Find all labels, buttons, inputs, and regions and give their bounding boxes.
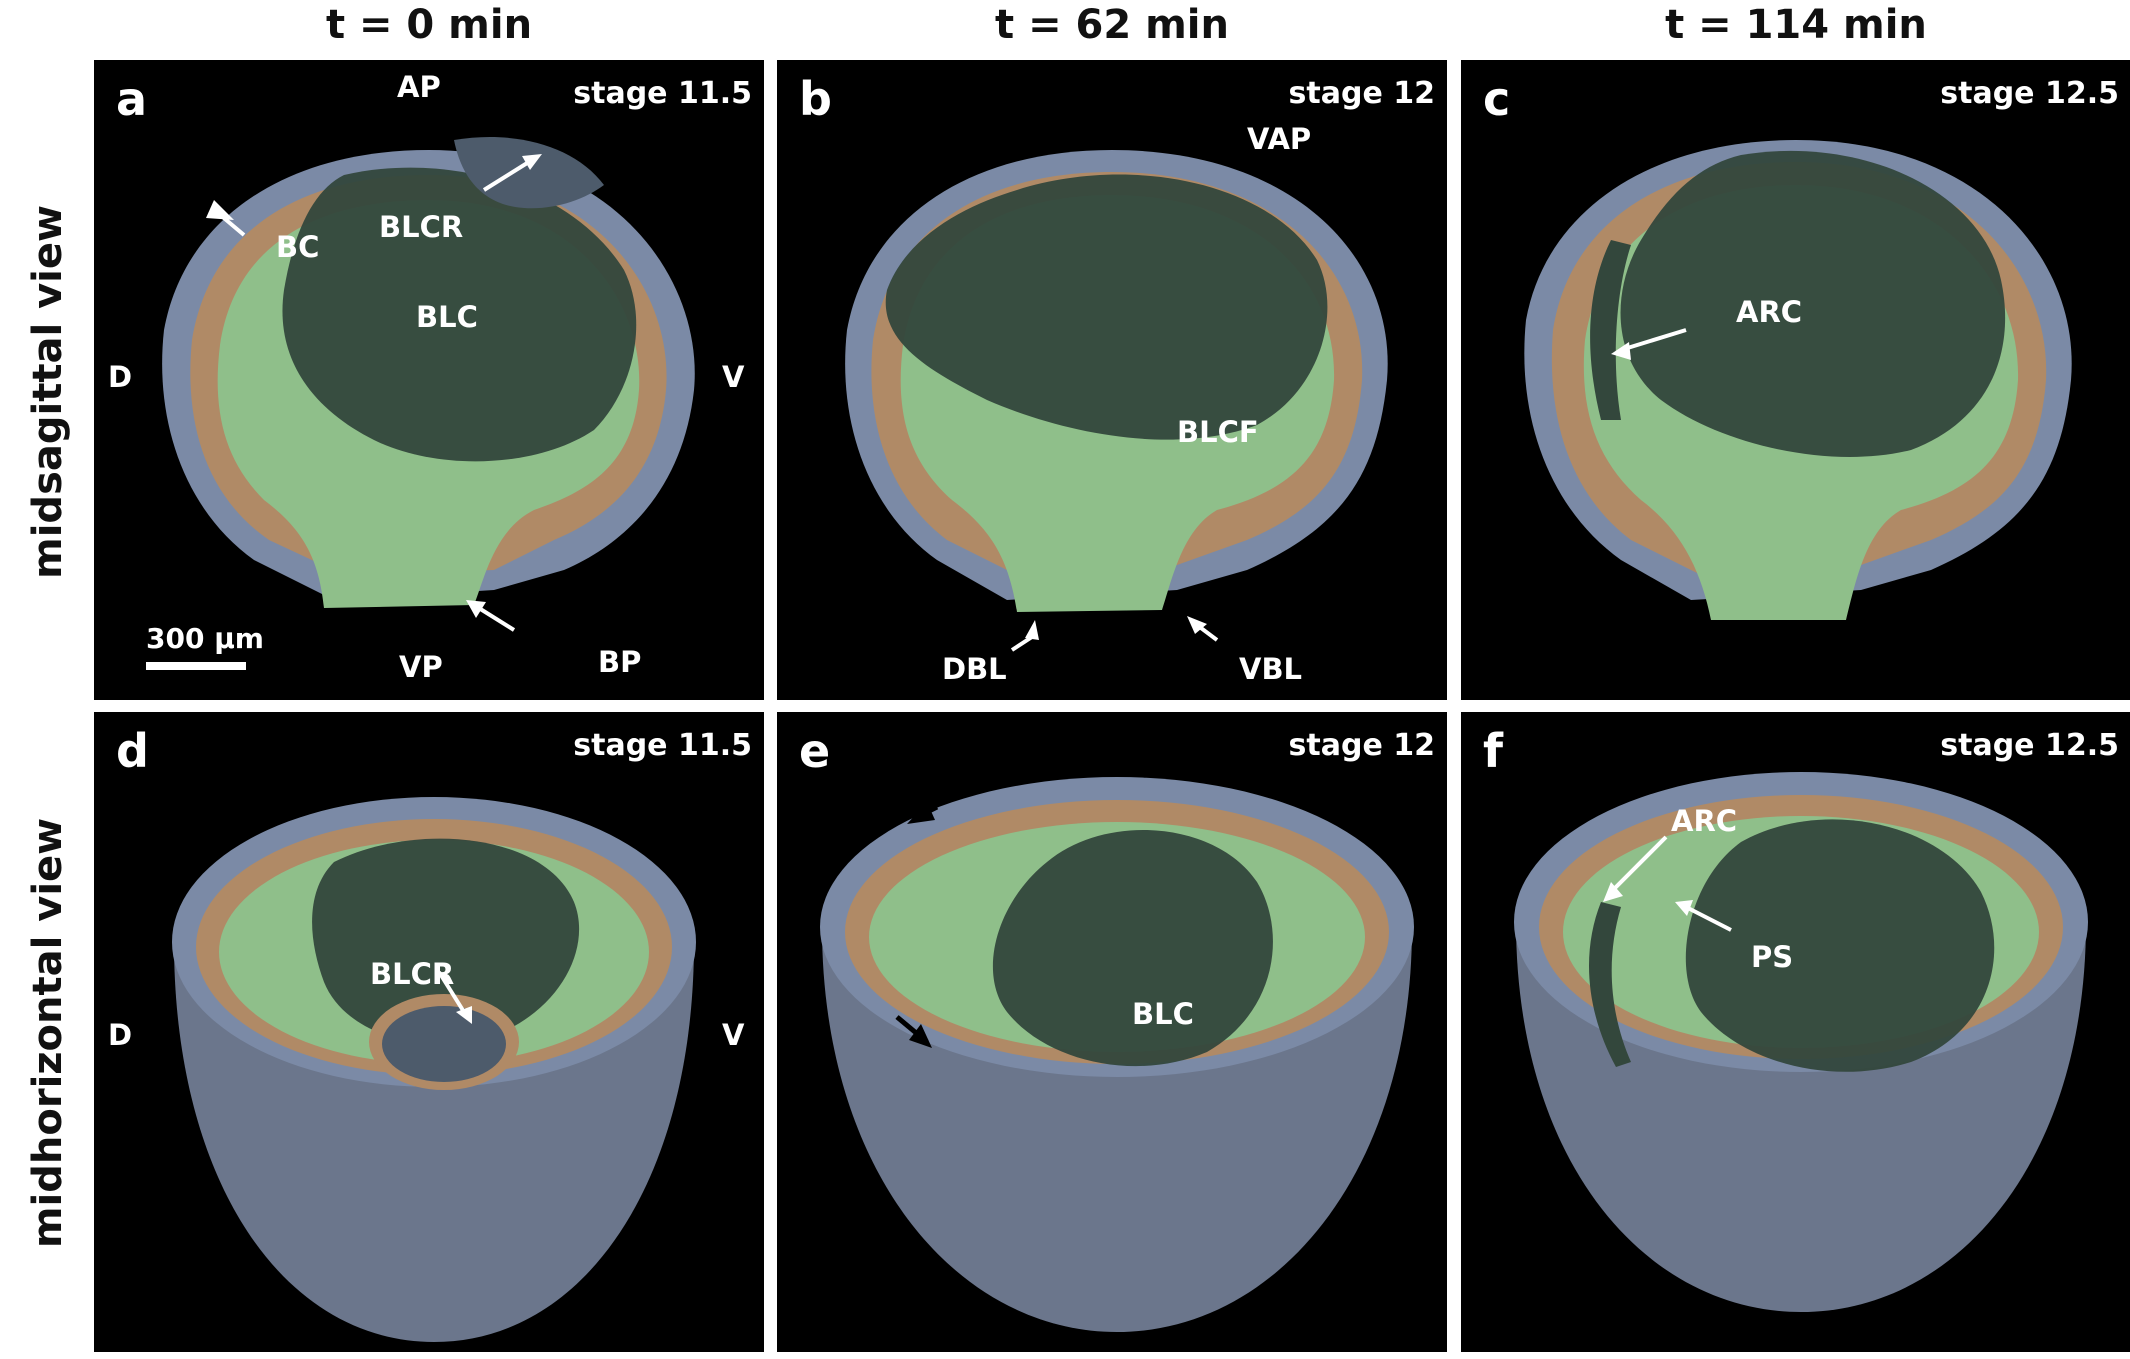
row-title-midhorizontal: midhorizontal view [25, 817, 71, 1249]
label-blcf: BLCF [1177, 415, 1259, 449]
label-arc: ARC [1671, 804, 1738, 838]
label-dbl: DBL [942, 652, 1007, 686]
label-d: D [108, 1018, 133, 1052]
panel-a: a stage 11.5 AP BC BLCR BLC D V VP BP 30… [94, 60, 764, 700]
label-d: D [108, 360, 133, 394]
label-bc: BC [276, 230, 320, 264]
panel-letter: c [1483, 72, 1511, 126]
stage-label: stage 12.5 [1940, 76, 2119, 111]
label-arc: ARC [1736, 295, 1803, 329]
scale-bar [146, 662, 246, 670]
embryo-midsagittal-c [1524, 140, 2072, 620]
stage-label: stage 12.5 [1940, 728, 2119, 763]
row-title-midsagittal: midsagittal view [25, 205, 71, 579]
embryo-midhorizontal-f [1514, 772, 2088, 1312]
label-vp: VP [399, 650, 443, 684]
label-ps: PS [1751, 940, 1794, 974]
embryo-midsagittal-a [162, 137, 695, 632]
embryo-midhorizontal-d [172, 797, 696, 1342]
label-v: V [722, 1018, 745, 1052]
embryo-midsagittal-b [845, 150, 1388, 652]
embryo-midhorizontal-e [820, 777, 1414, 1332]
panel-letter: f [1483, 724, 1504, 778]
column-title-t0: t = 0 min [325, 2, 533, 48]
label-vbl: VBL [1239, 652, 1303, 686]
panel-letter: a [116, 72, 148, 126]
label-blcr: BLCR [379, 210, 464, 244]
panel-d: d stage 11.5 BLCR D V [94, 712, 764, 1352]
label-blcr: BLCR [370, 957, 455, 991]
stage-label: stage 12 [1288, 76, 1435, 111]
scale-bar-label: 300 μm [146, 622, 264, 655]
label-blc: BLC [416, 300, 478, 334]
label-blc: BLC [1132, 997, 1194, 1031]
label-bp: BP [598, 645, 642, 679]
stage-label: stage 11.5 [573, 76, 752, 111]
label-vap: VAP [1247, 122, 1312, 156]
stage-label: stage 12 [1288, 728, 1435, 763]
column-title-t114: t = 114 min [1665, 2, 1927, 48]
stage-label: stage 11.5 [573, 728, 752, 763]
label-ap: AP [397, 70, 441, 104]
panel-letter: b [799, 72, 832, 126]
panel-letter: d [116, 724, 149, 778]
panel-e: e stage 12 BLC [777, 712, 1447, 1352]
panel-f: f stage 12.5 ARC PS [1461, 712, 2130, 1352]
label-v: V [722, 360, 745, 394]
panel-b: b stage 12 VAP BLCF DBL VBL [777, 60, 1447, 700]
panel-letter: e [799, 724, 831, 778]
column-title-t62: t = 62 min [995, 2, 1229, 48]
panel-c: c stage 12.5 ARC [1461, 60, 2130, 700]
